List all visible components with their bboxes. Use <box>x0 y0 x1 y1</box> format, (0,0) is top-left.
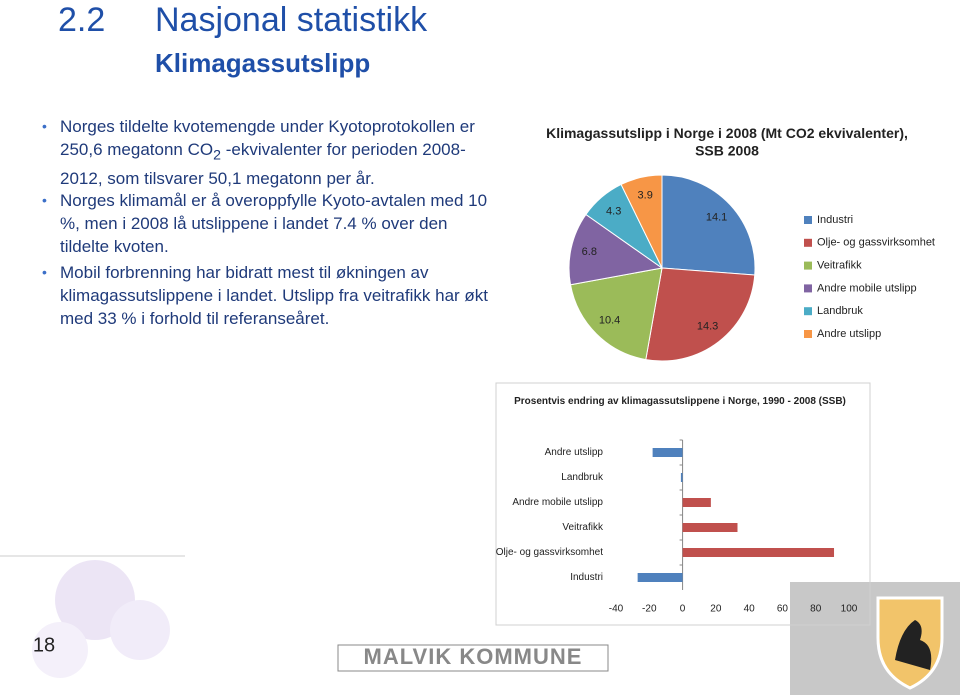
bar <box>637 573 683 582</box>
bullet: Mobil forbrenning har bidratt mest til ø… <box>42 261 500 330</box>
category-label: Andre mobile utslipp <box>512 497 603 508</box>
pie-slice <box>569 267 663 361</box>
x-tick-label: 0 <box>680 604 686 615</box>
flower-decoration <box>32 560 170 678</box>
bar <box>682 498 711 507</box>
pie-slice <box>568 213 664 286</box>
logo-frame <box>337 644 609 672</box>
x-tick-label: 20 <box>710 604 722 615</box>
legend-swatch <box>804 284 812 293</box>
data-label: 6.8 <box>582 246 597 258</box>
legend-swatch <box>804 216 812 224</box>
pie-slice <box>645 267 756 362</box>
category-label: Landbruk <box>561 472 604 483</box>
legend-swatch <box>804 330 812 338</box>
category-label: Olje- og gassvirksomhet <box>496 547 603 558</box>
slide-subtitle: Klimagassutslipp <box>155 48 370 78</box>
bar <box>680 473 683 482</box>
x-tick-label: -40 <box>609 604 624 615</box>
legend-label: Veitrafikk <box>817 260 862 272</box>
pie-slice <box>661 174 756 276</box>
x-tick-label: 40 <box>744 604 756 615</box>
bar <box>682 548 835 557</box>
section-number: 2.2 <box>58 1 105 39</box>
data-label: 3.9 <box>638 189 653 201</box>
legend-swatch <box>804 307 812 316</box>
x-tick-label: -20 <box>642 604 657 615</box>
bullet-text: -ekvivalenter for perioden 2008-2012, so… <box>60 140 466 189</box>
category-label: Industri <box>570 572 603 583</box>
x-tick-label: 80 <box>810 604 822 615</box>
data-label: 10.4 <box>599 315 620 327</box>
coat-of-arms-bird <box>895 620 932 670</box>
legend-label: Landbruk <box>817 305 863 317</box>
legend-label: Andre mobile utslipp <box>817 282 917 294</box>
legend-label: Olje- og gassvirksomhet <box>817 237 935 249</box>
bullet: Norges tildelte kvotemengde under Kyotop… <box>42 115 500 190</box>
bullet-text: 2 <box>213 147 221 164</box>
bar-chart-frame <box>495 382 871 626</box>
legend-swatch <box>804 238 812 247</box>
bar <box>682 523 738 532</box>
category-label: Andre utslipp <box>545 447 604 458</box>
logo-text: MALVIK KOMMUNE <box>364 644 583 669</box>
bar <box>652 448 683 457</box>
data-label: 14.3 <box>697 321 718 333</box>
chart-title: Prosentvis endring av klimagassutslippen… <box>514 396 846 407</box>
pie-slice <box>620 174 663 269</box>
x-tick-label: 60 <box>777 604 789 615</box>
data-label: 4.3 <box>606 205 621 217</box>
bullet-text: Mobil forbrenning har bidratt mest til ø… <box>60 263 489 328</box>
slide-title: Nasjonal statistikk <box>155 1 428 39</box>
page-number: 18 <box>33 634 55 656</box>
chart-title: Klimagassutslipp i Norge i 2008 (Mt CO2 … <box>546 125 908 159</box>
legend-swatch <box>804 261 812 270</box>
category-label: Veitrafikk <box>562 522 604 533</box>
bullet-text: Norges tildelte kvotemengde under Kyotop… <box>60 117 475 159</box>
bullet: Norges klimamål er å overoppfylle Kyoto-… <box>42 189 500 258</box>
legend-label: Andre utslipp <box>817 328 881 340</box>
legend-label: Industri <box>817 214 853 226</box>
x-tick-label: 100 <box>841 604 858 615</box>
bullet-text: Norges klimamål er å overoppfylle Kyoto-… <box>60 191 488 256</box>
data-label: 14.1 <box>706 211 727 223</box>
